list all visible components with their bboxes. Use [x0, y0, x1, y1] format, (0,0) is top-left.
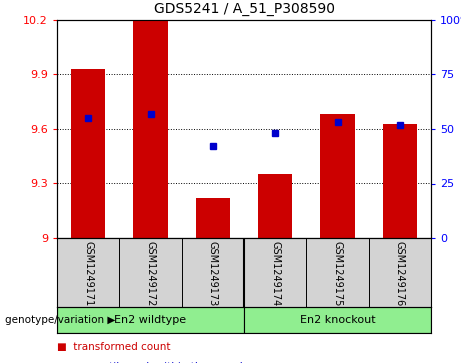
- Bar: [71, 69, 105, 238]
- Title: GDS5241 / A_51_P308590: GDS5241 / A_51_P308590: [154, 2, 335, 16]
- Text: GSM1249176: GSM1249176: [395, 241, 405, 307]
- Text: ■  transformed count: ■ transformed count: [57, 342, 171, 352]
- Bar: [258, 174, 292, 238]
- Text: GSM1249175: GSM1249175: [332, 241, 343, 307]
- Text: En2 knockout: En2 knockout: [300, 315, 375, 325]
- Text: En2 wildtype: En2 wildtype: [114, 315, 187, 325]
- Bar: [57, 307, 244, 333]
- Bar: [244, 307, 431, 333]
- Bar: [383, 123, 417, 238]
- Text: genotype/variation ▶: genotype/variation ▶: [5, 315, 115, 325]
- Bar: [320, 114, 355, 238]
- Text: GSM1249174: GSM1249174: [270, 241, 280, 307]
- Bar: [133, 20, 168, 238]
- Text: GSM1249171: GSM1249171: [83, 241, 93, 307]
- Bar: [195, 198, 230, 238]
- Text: GSM1249173: GSM1249173: [208, 241, 218, 307]
- Text: GSM1249172: GSM1249172: [146, 241, 155, 307]
- Text: ■  percentile rank within the sample: ■ percentile rank within the sample: [57, 362, 249, 363]
